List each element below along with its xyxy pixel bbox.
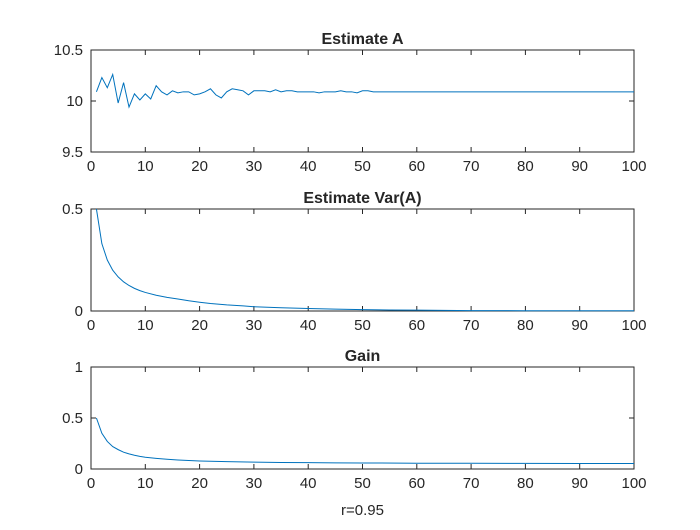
x-tick-label-2-5: 50 <box>354 475 371 492</box>
x-tick-label-2-2: 20 <box>191 475 208 492</box>
x-tick-label-0-7: 70 <box>463 158 480 175</box>
chart-title-0: Estimate A <box>321 31 404 48</box>
x-tick-label-2-6: 60 <box>408 475 425 492</box>
x-tick-label-0-1: 10 <box>137 158 154 175</box>
chart-title-1: Estimate Var(A) <box>303 190 421 207</box>
x-axis-label-2: r=0.95 <box>341 502 384 519</box>
series-line-2-0 <box>95 417 634 464</box>
x-tick-label-1-8: 80 <box>517 317 534 334</box>
x-tick-label-1-4: 40 <box>300 317 317 334</box>
y-tick-label-2-0: 0 <box>75 461 83 478</box>
x-tick-label-1-5: 50 <box>354 317 371 334</box>
x-tick-label-1-2: 20 <box>191 317 208 334</box>
x-tick-label-1-0: 0 <box>87 317 95 334</box>
x-tick-label-1-3: 30 <box>246 317 263 334</box>
x-tick-label-0-6: 60 <box>408 158 425 175</box>
x-tick-label-0-3: 30 <box>246 158 263 175</box>
x-tick-label-2-3: 30 <box>246 475 263 492</box>
x-tick-label-0-0: 0 <box>87 158 95 175</box>
axes-box-2 <box>90 366 635 470</box>
y-tick-label-2-2: 1 <box>75 359 83 376</box>
axes-box-1 <box>90 208 635 312</box>
x-tick-label-2-1: 10 <box>137 475 154 492</box>
y-tick-label-0-1: 10 <box>66 93 83 110</box>
x-tick-label-0-9: 90 <box>571 158 588 175</box>
axes-box-0 <box>90 49 635 153</box>
x-tick-label-2-4: 40 <box>300 475 317 492</box>
chart-title-2: Gain <box>345 348 381 365</box>
y-tick-label-0-0: 9.5 <box>62 144 83 161</box>
x-tick-label-1-7: 70 <box>463 317 480 334</box>
y-tick-label-2-1: 0.5 <box>62 410 83 427</box>
x-tick-label-1-6: 60 <box>408 317 425 334</box>
x-tick-label-2-10: 100 <box>621 475 646 492</box>
x-tick-label-0-8: 80 <box>517 158 534 175</box>
x-tick-label-2-8: 80 <box>517 475 534 492</box>
x-tick-label-2-9: 90 <box>571 475 588 492</box>
series-line-1-0 <box>95 208 634 312</box>
series-line-0-0 <box>95 72 634 109</box>
x-tick-label-2-0: 0 <box>87 475 95 492</box>
x-tick-label-1-10: 100 <box>621 317 646 334</box>
x-tick-label-0-2: 20 <box>191 158 208 175</box>
x-tick-label-1-1: 10 <box>137 317 154 334</box>
x-tick-label-2-7: 70 <box>463 475 480 492</box>
y-tick-label-1-0: 0 <box>75 303 83 320</box>
x-tick-label-0-4: 40 <box>300 158 317 175</box>
x-tick-label-0-10: 100 <box>621 158 646 175</box>
y-tick-label-1-1: 0.5 <box>62 201 83 218</box>
x-tick-label-0-5: 50 <box>354 158 371 175</box>
y-tick-label-0-2: 10.5 <box>54 42 83 59</box>
x-tick-label-1-9: 90 <box>571 317 588 334</box>
